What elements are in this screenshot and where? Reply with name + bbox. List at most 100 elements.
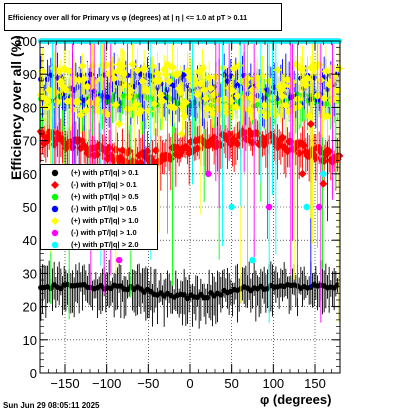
data-point bbox=[148, 62, 157, 71]
x-tick-label: −100 bbox=[92, 376, 121, 391]
data-point bbox=[181, 98, 191, 107]
data-point bbox=[315, 203, 323, 211]
data-point bbox=[279, 81, 289, 90]
x-tick-label: 50 bbox=[224, 376, 238, 391]
data-point bbox=[178, 102, 187, 111]
data-point bbox=[163, 60, 172, 69]
legend-item: (+) with pT/|q| > 1.0 bbox=[41, 215, 157, 227]
legend-marker bbox=[51, 217, 59, 225]
data-point bbox=[59, 64, 69, 73]
y-tick-label: 100 bbox=[15, 34, 37, 49]
data-point bbox=[131, 100, 141, 109]
data-point bbox=[158, 96, 167, 106]
data-point bbox=[64, 67, 74, 76]
data-point bbox=[298, 64, 307, 73]
legend-label: (-) with pT/|q| > 1.0 bbox=[71, 228, 137, 237]
data-point bbox=[213, 104, 222, 114]
x-tick-label: −50 bbox=[137, 376, 159, 391]
data-point bbox=[321, 67, 331, 76]
data-point bbox=[246, 130, 256, 139]
chart-title: Efficiency over all for Primary vs φ (de… bbox=[4, 3, 282, 31]
x-tick-label: 100 bbox=[262, 376, 284, 391]
data-point bbox=[36, 90, 46, 100]
data-point bbox=[319, 179, 328, 188]
legend-item: (+) with pT/|q| > 0.5 bbox=[41, 191, 157, 203]
y-tick-label: 70 bbox=[23, 134, 37, 149]
y-tick-label: 50 bbox=[23, 200, 37, 215]
data-point bbox=[206, 83, 216, 93]
data-point bbox=[74, 76, 84, 85]
data-point bbox=[103, 110, 112, 119]
data-point bbox=[319, 94, 329, 103]
data-point bbox=[265, 203, 273, 211]
y-tick-label: 20 bbox=[23, 300, 37, 315]
data-point bbox=[78, 61, 87, 71]
data-point bbox=[193, 90, 202, 99]
x-axis-label: φ (degrees) bbox=[260, 392, 332, 407]
legend-label: (+) with pT/|q| > 0.1 bbox=[71, 168, 139, 177]
data-point bbox=[104, 69, 114, 79]
data-point bbox=[83, 82, 92, 91]
data-point bbox=[138, 77, 147, 86]
data-point bbox=[94, 106, 104, 116]
data-point bbox=[153, 69, 162, 78]
legend-item: (-) with pT/|q| > 1.0 bbox=[41, 227, 157, 239]
data-point bbox=[111, 100, 121, 110]
data-point bbox=[79, 74, 89, 84]
data-point bbox=[249, 256, 256, 264]
legend-marker bbox=[51, 181, 59, 189]
data-point bbox=[115, 256, 123, 264]
data-point bbox=[76, 110, 86, 120]
data-point bbox=[61, 144, 71, 153]
x-tick-label: −150 bbox=[50, 376, 79, 391]
data-point bbox=[303, 74, 312, 83]
y-tick-label: 10 bbox=[23, 333, 37, 348]
data-point bbox=[136, 106, 146, 115]
legend-marker bbox=[51, 241, 59, 249]
y-tick-label: 30 bbox=[23, 266, 37, 281]
legend-marker bbox=[51, 229, 59, 237]
data-point bbox=[320, 170, 327, 177]
y-tick-label: 60 bbox=[23, 167, 37, 182]
data-point bbox=[198, 63, 207, 73]
y-tick-label: 90 bbox=[23, 67, 37, 82]
data-point bbox=[109, 74, 119, 83]
data-point bbox=[323, 111, 332, 121]
data-point bbox=[168, 63, 177, 72]
data-point bbox=[183, 67, 192, 76]
data-point bbox=[223, 108, 232, 117]
data-point bbox=[171, 150, 181, 159]
data-point bbox=[41, 102, 51, 112]
data-point bbox=[164, 77, 174, 86]
data-point bbox=[173, 69, 182, 79]
data-point bbox=[304, 151, 314, 161]
data-point bbox=[114, 60, 124, 69]
data-point bbox=[101, 61, 111, 70]
legend-marker bbox=[51, 193, 59, 201]
y-tick-label: 80 bbox=[23, 100, 37, 115]
data-point bbox=[56, 77, 66, 86]
data-point bbox=[228, 203, 235, 211]
legend-item: (-) with pT/|q| > 0.5 bbox=[41, 203, 157, 215]
data-point bbox=[128, 60, 137, 69]
data-point bbox=[334, 64, 344, 73]
data-point bbox=[208, 109, 217, 119]
x-tick-label: 150 bbox=[304, 376, 326, 391]
data-point bbox=[306, 120, 315, 128]
data-point bbox=[238, 104, 247, 113]
legend-item: (+) with pT/|q| > 0.1 bbox=[41, 167, 157, 179]
legend-item: (-) with pT/|q| > 0.1 bbox=[41, 179, 157, 191]
timestamp-footer: Sun Jun 29 08:05:11 2025 bbox=[3, 401, 100, 410]
legend-marker bbox=[51, 169, 59, 177]
data-point bbox=[205, 170, 212, 177]
data-point bbox=[233, 91, 242, 101]
data-point bbox=[93, 150, 102, 159]
data-point bbox=[81, 106, 91, 115]
legend-item: (+) with pT/|q| > 2.0 bbox=[41, 239, 157, 251]
data-point bbox=[228, 86, 237, 95]
data-point bbox=[283, 146, 292, 156]
legend-marker bbox=[51, 205, 59, 213]
data-point bbox=[133, 66, 142, 75]
data-point bbox=[46, 102, 56, 112]
